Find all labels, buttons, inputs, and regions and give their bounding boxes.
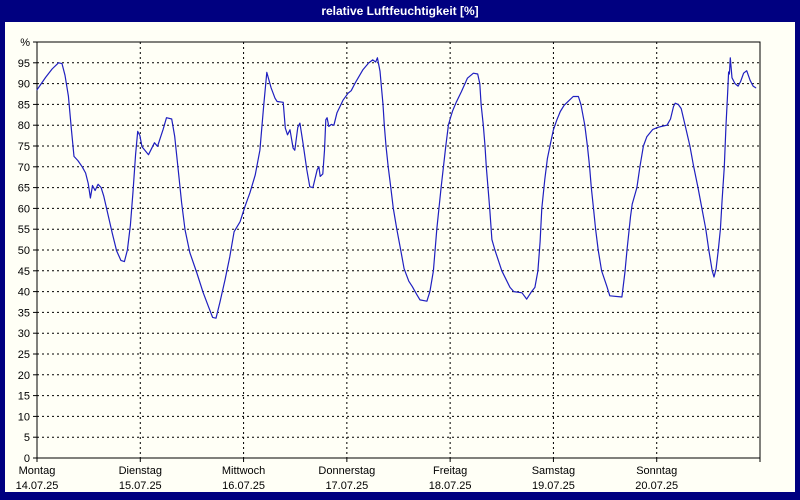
y-tick-label: 15 — [18, 391, 30, 403]
y-tick-label: 40 — [18, 287, 30, 299]
x-date-label: 14.07.25 — [16, 480, 59, 492]
y-tick-label: 10 — [18, 411, 30, 423]
y-tick-label: 70 — [18, 162, 30, 174]
y-tick-label: 55 — [18, 224, 30, 236]
y-tick-label: 25 — [18, 349, 30, 361]
y-tick-label: 30 — [18, 328, 30, 340]
chart-area: 0 5 10 15 20 25 30 35 40 45 50 55 60 65 70 75 80 85 90 95% M… — [5, 22, 795, 492]
y-tick-label: 20 — [18, 370, 30, 382]
y-tick-label: 0 — [24, 453, 30, 465]
y-tick-label: 80 — [18, 120, 30, 132]
y-tick-label: 90 — [18, 79, 30, 91]
x-date-label: 17.07.25 — [325, 480, 368, 492]
y-tick-label: 65 — [18, 183, 30, 195]
x-day-label: Freitag — [433, 465, 467, 477]
x-day-label: Donnerstag — [318, 465, 375, 477]
y-tick-label: 75 — [18, 141, 30, 153]
x-date-label: 16.07.25 — [222, 480, 265, 492]
y-tick-label: 60 — [18, 203, 30, 215]
x-day-label: Sonntag — [636, 465, 677, 477]
x-day-label: Montag — [19, 465, 56, 477]
x-date-label: 15.07.25 — [119, 480, 162, 492]
x-day-label: Samstag — [532, 465, 575, 477]
x-date-label: 20.07.25 — [635, 480, 678, 492]
x-day-label: Dienstag — [119, 465, 162, 477]
y-tick-label: 45 — [18, 266, 30, 278]
y-tick-label: 95 — [18, 58, 30, 70]
window-title: relative Luftfeuchtigkeit [%] — [321, 4, 479, 18]
x-day-label: Mittwoch — [222, 465, 265, 477]
y-tick-label: 35 — [18, 307, 30, 319]
title-bar: relative Luftfeuchtigkeit [%] — [5, 0, 795, 22]
y-axis-unit-label: % — [20, 37, 30, 49]
x-date-label: 19.07.25 — [532, 480, 575, 492]
y-tick-label: 50 — [18, 245, 30, 257]
x-date-label: 18.07.25 — [429, 480, 472, 492]
y-tick-label: 85 — [18, 99, 30, 111]
y-tick-label: 5 — [24, 432, 30, 444]
humidity-line-chart: 0 5 10 15 20 25 30 35 40 45 50 55 60 65 70 75 80 85 90 95% M… — [16, 37, 761, 492]
humidity-curve — [36, 57, 757, 319]
